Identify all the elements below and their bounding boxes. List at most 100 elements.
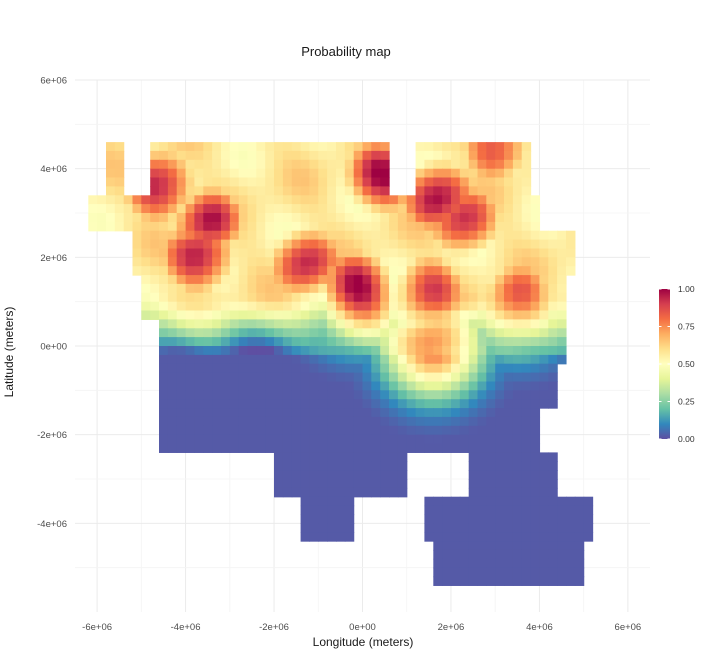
heatmap-cell [176, 381, 187, 391]
heatmap-cell [459, 408, 470, 418]
heatmap-cell [344, 168, 355, 179]
heatmap-cell [150, 142, 160, 152]
heatmap-cell [194, 310, 204, 320]
heatmap-cell [521, 541, 532, 551]
heatmap-cell [309, 177, 319, 187]
heatmap-cell [433, 239, 443, 250]
heatmap-cell [344, 195, 355, 205]
heatmap-cell [512, 275, 523, 285]
heatmap-cell [291, 470, 302, 480]
heatmap-cell [406, 310, 417, 320]
heatmap-cell [433, 168, 443, 179]
heatmap-cell [309, 168, 319, 179]
heatmap-cell [521, 416, 532, 427]
heatmap-cell [539, 337, 549, 347]
heatmap-cell [415, 142, 426, 152]
heatmap-cell [504, 372, 514, 383]
heatmap-cell [433, 390, 443, 400]
heatmap-cell [380, 328, 390, 338]
heatmap-cell [238, 443, 249, 453]
heatmap-cell [530, 372, 541, 383]
heatmap-cell [512, 363, 523, 374]
legend-label: 0.25 [678, 397, 695, 407]
heatmap-cell [203, 150, 213, 161]
heatmap-cell [159, 443, 169, 453]
heatmap-cell [539, 372, 549, 383]
heatmap-cell [327, 461, 337, 471]
heatmap-cell [406, 346, 417, 356]
heatmap-cell [504, 532, 514, 542]
heatmap-cell [495, 266, 505, 276]
heatmap-cell [406, 443, 417, 453]
heatmap-cell [353, 337, 364, 347]
heatmap-cell [318, 213, 328, 223]
heatmap-cell [415, 221, 426, 232]
heatmap-cell [185, 266, 196, 276]
heatmap-cell [212, 248, 222, 258]
heatmap-cell [521, 443, 532, 453]
heatmap-cell [521, 505, 532, 516]
heatmap-cell [424, 434, 434, 445]
heatmap-cell [486, 381, 496, 391]
heatmap-cell [397, 363, 408, 374]
heatmap-cell [566, 567, 576, 578]
heatmap-cell [424, 425, 434, 436]
heatmap-cell [203, 239, 213, 250]
heatmap-cell [265, 159, 275, 170]
heatmap-cell [459, 346, 470, 356]
heatmap-cell [362, 479, 372, 489]
heatmap-cell [504, 257, 514, 267]
heatmap-cell [459, 549, 470, 560]
heatmap-cell [530, 452, 541, 462]
heatmap-cell [548, 283, 558, 294]
heatmap-cell [539, 514, 549, 524]
heatmap-cell [459, 381, 470, 391]
x-tick-label: 4e+06 [526, 622, 553, 633]
heatmap-cell [389, 275, 399, 285]
heatmap-cell [265, 416, 275, 427]
heatmap-cell [362, 168, 372, 179]
heatmap-cell [468, 275, 479, 285]
heatmap-cell [397, 416, 408, 427]
heatmap-cell [371, 443, 381, 453]
heatmap-cell [512, 328, 523, 338]
heatmap-cell [309, 514, 319, 524]
heatmap-cell [141, 248, 151, 258]
heatmap-cell [442, 213, 452, 223]
heatmap-cell [424, 372, 434, 383]
heatmap-cell [282, 381, 293, 391]
heatmap-cell [309, 248, 319, 258]
heatmap-cell [486, 142, 496, 152]
heatmap-cell [380, 372, 390, 383]
heatmap-cell [504, 479, 514, 489]
heatmap-cell [512, 541, 523, 551]
heatmap-cell [371, 487, 381, 498]
heatmap-cell [318, 275, 328, 285]
heatmap-cell [221, 142, 231, 152]
heatmap-cell [291, 434, 302, 445]
heatmap-cell [530, 381, 541, 391]
heatmap-cell [150, 266, 160, 276]
heatmap-cell [221, 150, 231, 161]
heatmap-cell [451, 523, 461, 533]
heatmap-cell [371, 292, 381, 303]
heatmap-cell [397, 452, 408, 462]
heatmap-cell [548, 230, 558, 241]
heatmap-cell [300, 470, 311, 480]
heatmap-cell [114, 213, 125, 223]
heatmap-cell [451, 541, 461, 551]
heatmap-cell [424, 204, 434, 214]
heatmap-cell [203, 434, 213, 445]
heatmap-cell [406, 204, 417, 214]
heatmap-cell [300, 354, 311, 365]
heatmap-cell [451, 576, 461, 586]
heatmap-cell [512, 452, 523, 462]
heatmap-cell [557, 301, 567, 312]
heatmap-cell [530, 195, 541, 205]
heatmap-cell [318, 408, 328, 418]
heatmap-cell [167, 142, 178, 152]
heatmap-cell [159, 372, 169, 383]
heatmap-cell [318, 310, 328, 320]
heatmap-cell [504, 416, 514, 427]
heatmap-cell [380, 452, 390, 462]
